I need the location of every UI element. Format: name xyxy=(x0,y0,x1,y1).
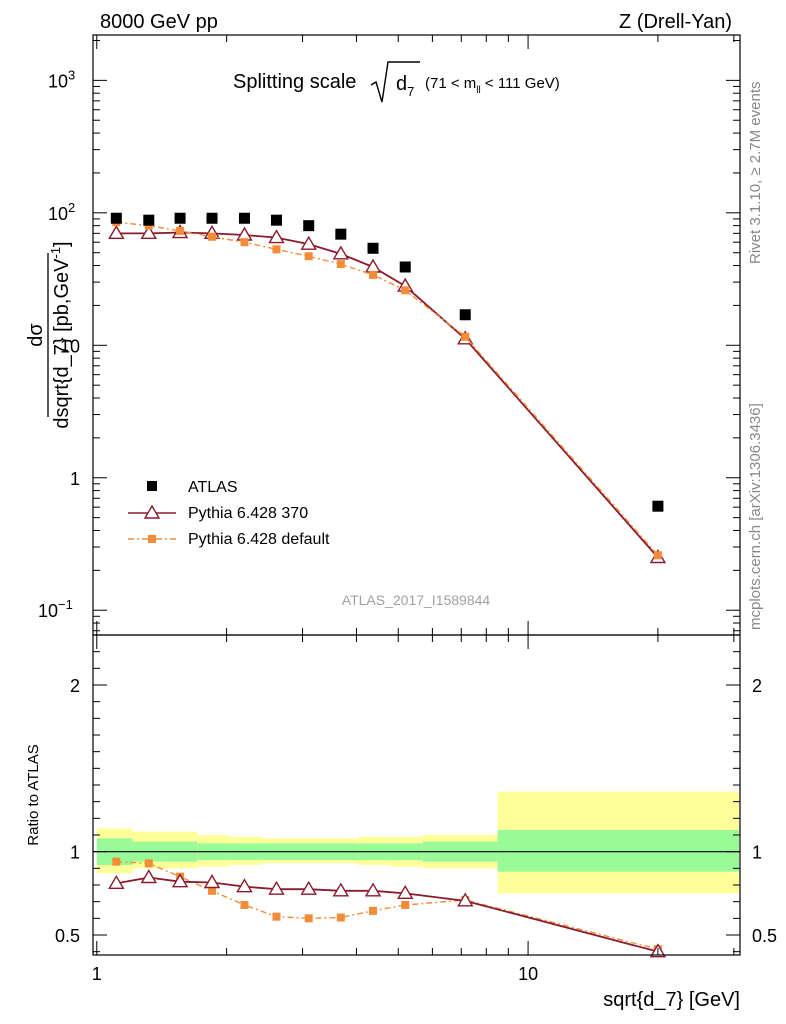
legend: ATLAS Pythia 6.428 370 Pythia 6.428 defa… xyxy=(128,479,330,548)
main-pythia-default-point xyxy=(240,238,249,247)
ratio-pythia-370-point xyxy=(268,880,285,895)
ratio-pythia-370-point xyxy=(332,882,350,897)
main-atlas-point xyxy=(335,228,347,240)
ratio-pythia-default-point xyxy=(369,906,378,915)
ratio-pythia-370-point xyxy=(203,874,221,889)
main-atlas-point xyxy=(270,214,282,226)
ratio-pythia-default-point xyxy=(304,914,313,923)
main-pythia-default-point xyxy=(401,286,410,295)
main-atlas-point xyxy=(238,212,250,224)
ratio-pythia-default-point xyxy=(336,913,345,922)
svg-text:Pythia 6.428 370: Pythia 6.428 370 xyxy=(188,505,308,522)
ratio-pythia-default-point xyxy=(401,901,410,909)
ratio-pythia-370-point xyxy=(140,869,158,884)
main-atlas-point xyxy=(110,212,122,224)
svg-text:Pythia 6.428 default: Pythia 6.428 default xyxy=(188,531,330,548)
ratio-pythia-default-point xyxy=(240,901,249,909)
legend-entry-pythia-default: Pythia 6.428 default xyxy=(128,531,330,548)
main-pythia-default-point xyxy=(208,232,217,241)
svg-text:dσ: dσ xyxy=(25,323,47,347)
ratio-panel xyxy=(93,791,740,958)
main-atlas-point xyxy=(367,242,379,254)
ratio-y-tick-label-left: 2 xyxy=(70,676,80,696)
main-pythia-default-line xyxy=(116,221,659,556)
main-pythia-370-point xyxy=(364,258,382,273)
ratio-pythia-default-line xyxy=(116,860,659,950)
ratio-pythia-default-point xyxy=(272,912,281,921)
main-pythia-default-point xyxy=(369,270,378,279)
y-tick-label: 1 xyxy=(70,469,80,489)
main-atlas-point xyxy=(206,212,218,224)
ratio-y-tick-label-right: 1 xyxy=(752,843,762,863)
x-tick-label: 1 xyxy=(92,964,102,984)
main-atlas-point xyxy=(459,309,471,321)
ratio-pythia-default-point xyxy=(144,859,153,868)
ratio-y-tick-label-right: 0.5 xyxy=(752,926,777,946)
mcplots-reference-label: mcplots.cern.ch [arXiv:1306.3436] xyxy=(747,403,764,630)
ratio-frame xyxy=(92,634,741,956)
main-pythia-default-point xyxy=(304,252,313,261)
ratio-pythia-370-point xyxy=(236,878,253,893)
y-tick-label: 10 xyxy=(60,336,80,356)
main-panel xyxy=(108,212,667,564)
main-pythia-370-point xyxy=(108,224,125,240)
ratio-pythia-370-point xyxy=(300,880,317,895)
ratio-y-tick-label-right: 2 xyxy=(752,676,762,696)
ratio-pythia-370-point xyxy=(108,874,125,890)
title-sqrt-symbol: d7 xyxy=(370,61,420,103)
main-atlas-point xyxy=(652,500,664,512)
main-pythia-370-point xyxy=(268,229,285,244)
ratio-ylabel: Ratio to ATLAS xyxy=(25,744,42,845)
main-pythia-default-point xyxy=(176,226,185,235)
analysis-watermark: ATLAS_2017_I1589844 xyxy=(342,592,491,608)
main-atlas-point xyxy=(303,220,315,232)
main-pythia-370-line xyxy=(116,231,659,559)
ratio-y-tick-label-left: 0.5 xyxy=(55,926,80,946)
x-axis-label: sqrt{d_7} [GeV] xyxy=(603,989,740,1011)
main-atlas-point xyxy=(143,214,155,226)
rivet-version-label: Rivet 3.1.10, ≥ 2.7M events xyxy=(747,82,764,265)
title-mass-window: (71 < mll < 111 GeV) xyxy=(425,75,560,96)
y-tick-label: 103 xyxy=(48,67,75,91)
main-pythia-default-point xyxy=(461,332,470,341)
main-pythia-370-point xyxy=(332,245,350,260)
process-label: Z (Drell-Yan) xyxy=(619,11,732,33)
collision-energy-label: 8000 GeV pp xyxy=(100,11,218,33)
ratio-pythia-370-point xyxy=(457,892,474,907)
y-tick-label: 102 xyxy=(48,200,75,224)
main-atlas-point xyxy=(174,212,186,224)
main-atlas-point xyxy=(399,261,411,273)
ratio-pythia-370-point xyxy=(364,882,382,897)
main-pythia-default-point xyxy=(336,260,345,269)
svg-text:ATLAS: ATLAS xyxy=(188,479,238,496)
main-pythia-default-point xyxy=(653,551,662,560)
svg-text:dsqrt{d_7} [pb,GeV-1]: dsqrt{d_7} [pb,GeV-1] xyxy=(48,241,73,428)
legend-entry-atlas: ATLAS xyxy=(147,479,238,496)
svg-text:d7: d7 xyxy=(396,73,414,99)
ratio-pythia-370-line xyxy=(116,876,659,953)
main-pythia-370-point xyxy=(300,235,317,250)
ratio-axes: 1 10 2 2 1 1 0.5 0.5 xyxy=(55,634,777,984)
ratio-pythia-370-point xyxy=(397,884,414,900)
plot-title: Splitting scale xyxy=(233,71,356,93)
main-pythia-default-point xyxy=(272,245,281,254)
x-tick-label: 10 xyxy=(518,964,538,984)
main-pythia-370-point xyxy=(140,224,158,240)
ratio-y-tick-label-left: 1 xyxy=(70,843,80,863)
legend-entry-pythia-370: Pythia 6.428 370 xyxy=(128,504,308,522)
ratio-band-inner xyxy=(497,830,739,872)
ratio-pythia-default-point xyxy=(112,857,121,866)
ratio-pythia-default-point xyxy=(208,886,217,895)
y-tick-label: 10−1 xyxy=(38,597,73,621)
main-ylabel: dσ dsqrt{d_7} [pb,GeV-1] xyxy=(25,241,73,428)
ratio-pythia-370-point xyxy=(171,873,189,888)
